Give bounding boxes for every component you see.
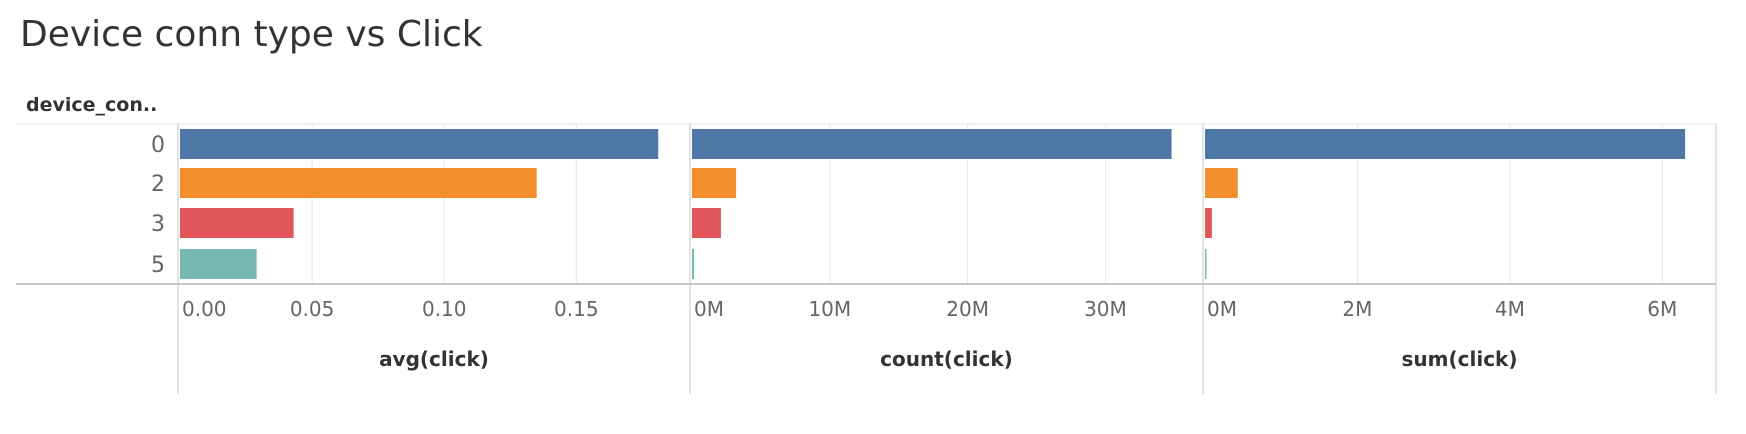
bar[interactable] (1205, 208, 1212, 238)
tick-label: 0.05 (290, 297, 335, 321)
bar[interactable] (692, 249, 695, 279)
tick-label: 4M (1495, 297, 1525, 321)
bar[interactable] (692, 129, 1172, 159)
tick-label: 6M (1647, 297, 1677, 321)
x-axis-label[interactable]: count(click) (880, 347, 1013, 371)
x-axis-label[interactable]: sum(click) (1402, 347, 1518, 371)
row-header[interactable]: device_con.. (26, 94, 158, 116)
bar[interactable] (692, 208, 721, 238)
category-label[interactable]: 2 (151, 172, 165, 197)
tick-label: 2M (1342, 297, 1372, 321)
category-label[interactable]: 5 (151, 253, 165, 278)
category-label[interactable]: 0 (151, 133, 165, 158)
bar[interactable] (1205, 249, 1207, 279)
bar[interactable] (692, 168, 737, 198)
bar[interactable] (180, 168, 537, 198)
tick-label: 0.00 (182, 297, 227, 321)
x-axis-label[interactable]: avg(click) (379, 347, 489, 371)
bar[interactable] (1205, 168, 1238, 198)
tick-label: 0M (694, 297, 724, 321)
tick-label: 10M (808, 297, 851, 321)
bar[interactable] (180, 208, 294, 238)
tick-label: 20M (946, 297, 989, 321)
tick-label: 0.15 (554, 297, 599, 321)
tick-label: 30M (1084, 297, 1127, 321)
chart-title: Device conn type vs Click (20, 14, 483, 55)
category-label[interactable]: 3 (151, 212, 165, 237)
bar[interactable] (180, 249, 257, 279)
bar[interactable] (1205, 129, 1686, 159)
tick-label: 0.10 (422, 297, 467, 321)
tick-label: 0M (1207, 297, 1237, 321)
bar[interactable] (180, 129, 659, 159)
